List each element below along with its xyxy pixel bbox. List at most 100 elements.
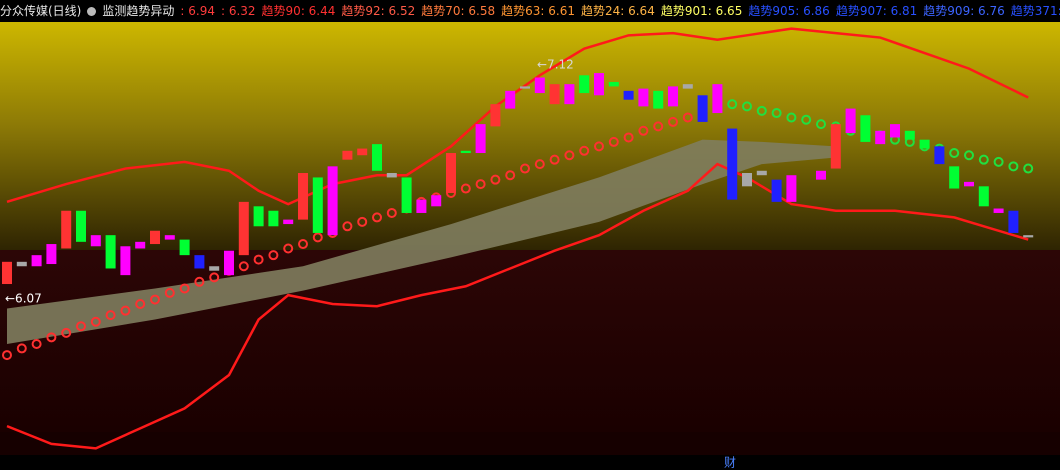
candle-body	[579, 75, 590, 94]
plot	[2, 27, 1034, 450]
indicator-value: 趋势24: 6.64	[580, 4, 655, 18]
sar-dot	[549, 154, 560, 165]
candle-body	[327, 166, 338, 236]
indicator-value: 趋势371: 6.72	[1010, 4, 1060, 18]
candle-body	[475, 124, 486, 154]
candle-body	[490, 104, 501, 127]
candle-body	[431, 195, 442, 207]
candle-body	[342, 150, 353, 160]
sar-dot	[1008, 161, 1019, 172]
sar-dot	[964, 150, 974, 161]
sar-dot	[564, 150, 575, 161]
candle-body	[357, 148, 368, 156]
sar-dot	[120, 305, 131, 316]
sar-dot	[135, 299, 146, 310]
sar-dot	[61, 327, 72, 338]
stock-name: 分众传媒(日线)	[0, 4, 82, 18]
candle-body	[16, 261, 27, 267]
sar-dot	[238, 261, 249, 272]
sar-dot	[31, 338, 42, 349]
sar-dot	[1023, 163, 1034, 174]
candle-body	[845, 108, 856, 134]
candle-body	[727, 128, 738, 200]
candle-body	[594, 73, 604, 96]
sar-dot	[386, 207, 397, 218]
candle-body	[31, 255, 42, 267]
sar-dot	[993, 156, 1004, 167]
low-annotation: ←6.07	[5, 292, 42, 306]
sar-dot	[2, 350, 12, 361]
sar-dot	[16, 343, 27, 354]
candle-body	[771, 179, 782, 202]
sar-dot	[520, 163, 530, 174]
candle-body	[904, 130, 915, 140]
sar-dot	[475, 179, 486, 190]
candle-body	[164, 235, 175, 240]
candle-body	[520, 86, 530, 89]
candle-body	[786, 175, 797, 202]
candle-body	[756, 170, 767, 176]
sar-dot	[534, 159, 545, 170]
sar-dot	[623, 132, 634, 143]
sar-dot	[608, 136, 619, 147]
indicator-values: : 6.94: 6.32 趋势90: 6.44 趋势92: 6.52 趋势70: 6.…	[180, 4, 1060, 18]
background-lower	[0, 250, 1060, 432]
candle-body	[179, 239, 190, 256]
candle-body	[638, 88, 649, 107]
indicator-value: 趋势901: 6.65	[660, 4, 743, 18]
candle-body	[209, 266, 220, 271]
candle-body	[372, 144, 382, 171]
candle-body	[268, 210, 279, 227]
candle-body	[682, 84, 693, 89]
sar-dot	[668, 116, 678, 127]
sar-dot	[150, 294, 160, 305]
candle-body	[830, 124, 841, 169]
candle-body	[460, 150, 471, 154]
indicator-value: 趋势907: 6.81	[835, 4, 918, 18]
header: 分众传媒(日线) 监测趋势异动 : 6.94: 6.32 趋势90: 6.44 趋势92…	[0, 0, 1060, 22]
candle-body	[875, 130, 886, 145]
sar-dot	[357, 216, 368, 227]
candle-body	[949, 166, 960, 189]
high-annotation: ←7.12	[537, 58, 574, 72]
sar-dot	[579, 145, 590, 156]
indicator-name[interactable]: 监测趋势异动	[102, 4, 175, 18]
sar-dot	[653, 121, 664, 132]
sar-dot	[46, 332, 57, 343]
indicator-value: 趋势70: 6.58	[421, 4, 496, 18]
candle-body	[135, 241, 146, 249]
sar-dot	[298, 239, 308, 250]
sar-dot	[105, 310, 116, 321]
sar-dot	[342, 221, 353, 232]
envelope-line	[6, 27, 1029, 206]
indicator-value: 趋势905: 6.86	[748, 4, 830, 18]
background-bottom	[0, 432, 1060, 455]
candle-body	[1023, 235, 1034, 238]
sar-dot	[460, 183, 471, 194]
candle-body	[697, 95, 708, 122]
candle-body	[653, 90, 664, 109]
candle-body	[298, 172, 308, 220]
candle-body	[283, 219, 294, 225]
indicator-value: : 6.94	[180, 4, 215, 18]
candle-body	[934, 146, 945, 165]
candle-body	[1008, 210, 1019, 233]
sar-dot	[490, 174, 501, 185]
candle-body	[534, 77, 545, 94]
candle-body	[564, 84, 575, 105]
candle-body	[549, 84, 560, 105]
sar-dot	[90, 316, 101, 327]
sar-dot	[209, 272, 220, 283]
sar-dot	[594, 141, 604, 152]
sar-dot	[194, 276, 205, 287]
candle-body	[668, 86, 678, 107]
candle-body	[993, 208, 1004, 213]
candle-body	[120, 246, 131, 276]
sar-dot	[756, 105, 767, 116]
sar-dot	[372, 212, 382, 223]
candle-body	[76, 210, 86, 242]
indicator-icon[interactable]	[87, 7, 97, 16]
candle-body	[46, 244, 57, 265]
candle-body	[964, 181, 974, 187]
